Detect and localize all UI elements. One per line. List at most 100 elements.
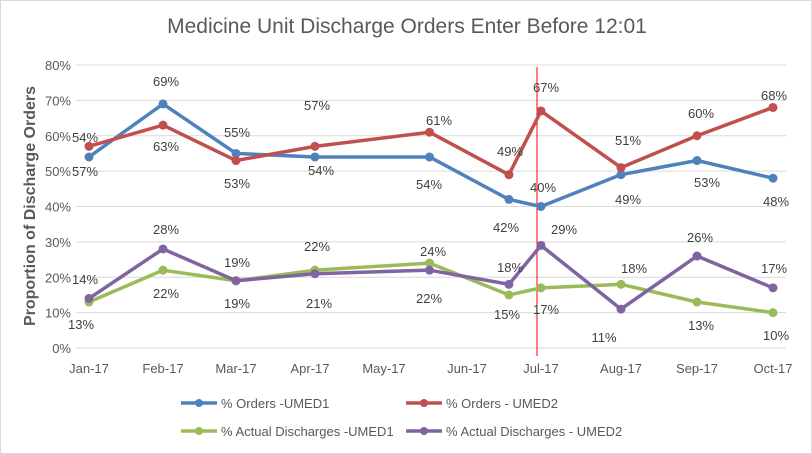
- x-tick-label: Jul-17: [523, 361, 558, 376]
- data-point: [616, 279, 626, 289]
- data-label: 22%: [416, 291, 442, 306]
- data-point: [536, 240, 546, 250]
- data-point: [616, 304, 626, 314]
- data-point: [536, 202, 546, 211]
- data-label: 40%: [530, 180, 556, 195]
- data-label: 18%: [621, 261, 647, 276]
- series-line: [88, 243, 774, 311]
- legend-label: % Orders - UMED2: [446, 396, 558, 411]
- data-label: 26%: [687, 230, 713, 245]
- data-point: [504, 290, 514, 300]
- data-point: [231, 276, 241, 286]
- data-label: 51%: [615, 133, 641, 148]
- legend-marker: [195, 399, 203, 407]
- data-label: 17%: [761, 261, 787, 276]
- data-label: 11%: [591, 330, 616, 345]
- y-tick-label: 10%: [45, 306, 71, 321]
- y-tick-label: 70%: [45, 93, 71, 108]
- y-tick-label: 60%: [45, 129, 71, 144]
- data-point: [425, 152, 435, 162]
- x-tick-label: Apr-17: [290, 361, 329, 376]
- data-label: 14%: [72, 272, 98, 287]
- legend-item: % Orders - UMED2: [406, 396, 558, 411]
- x-tick-label: Mar-17: [215, 361, 256, 376]
- data-label: 57%: [304, 98, 330, 113]
- y-tick-label: 50%: [45, 164, 71, 179]
- data-label: 24%: [420, 244, 446, 259]
- data-label: 19%: [224, 296, 250, 311]
- data-label: 28%: [153, 222, 179, 237]
- x-tick-label: Aug-17: [600, 361, 642, 376]
- data-point: [536, 283, 546, 293]
- data-point: [692, 156, 702, 166]
- x-tick-label: Jan-17: [69, 361, 109, 376]
- data-point: [425, 265, 435, 275]
- data-point: [692, 131, 702, 141]
- data-label: 68%: [761, 88, 787, 103]
- data-point: [310, 152, 320, 162]
- data-label: 53%: [224, 176, 250, 191]
- data-label: 10%: [763, 328, 789, 343]
- y-tick-label: 40%: [45, 200, 71, 215]
- x-tick-label: May-17: [362, 361, 405, 376]
- data-label: 53%: [694, 175, 720, 190]
- y-tick-label: 80%: [45, 58, 71, 73]
- data-label: 49%: [497, 144, 523, 159]
- y-tick-label: 20%: [45, 270, 71, 285]
- data-point: [692, 297, 702, 307]
- data-point: [768, 308, 778, 318]
- data-point: [84, 141, 94, 151]
- y-tick-label: 30%: [45, 235, 71, 250]
- data-label: 15%: [494, 307, 520, 322]
- series-1: 54% 69% 55% 54% 54% 42% 40% 49% 53% 48%: [72, 74, 789, 235]
- data-point: [504, 279, 514, 289]
- data-label: 13%: [688, 318, 714, 333]
- data-label: 57%: [72, 164, 98, 179]
- x-tick-label: Jun-17: [447, 361, 487, 376]
- x-tick-label: Feb-17: [142, 361, 183, 376]
- data-label: 18%: [497, 260, 523, 275]
- legend-label: % Actual Discharges - UMED2: [446, 424, 622, 439]
- data-point: [231, 148, 241, 158]
- data-point: [504, 170, 514, 180]
- data-point: [616, 170, 626, 180]
- data-label: 54%: [416, 177, 442, 192]
- data-label: 54%: [72, 130, 98, 145]
- data-point: [768, 283, 778, 293]
- data-label: 13%: [68, 317, 94, 332]
- data-point: [425, 127, 435, 137]
- series-4: 14% 28% 19% 21% 22% 18% 29% 11% 26% 17%: [72, 222, 787, 345]
- data-label: 22%: [304, 239, 330, 254]
- data-label: 61%: [426, 113, 452, 128]
- y-tick-label: 0%: [52, 341, 71, 356]
- data-point: [504, 194, 514, 204]
- data-label: 17%: [533, 302, 559, 317]
- data-point: [158, 120, 168, 130]
- data-point: [158, 99, 168, 109]
- data-point: [84, 293, 94, 303]
- legend-item: % Actual Discharges - UMED2: [406, 424, 622, 439]
- data-label: 22%: [153, 286, 179, 301]
- data-point: [231, 156, 241, 166]
- legend-item: % Actual Discharges -UMED1: [181, 424, 394, 439]
- data-label: 55%: [224, 125, 250, 140]
- x-tick-label: Oct-17: [753, 361, 792, 376]
- data-point: [158, 265, 168, 275]
- series-2: 57% 63% 53% 57% 61% 49% 67% 51% 60% 68%: [72, 80, 787, 191]
- data-label: 60%: [688, 106, 714, 121]
- legend-marker: [420, 399, 428, 407]
- legend-label: % Orders -UMED1: [221, 396, 329, 411]
- data-label: 21%: [306, 296, 332, 311]
- data-label: 54%: [308, 163, 334, 178]
- legend-item: % Orders -UMED1: [181, 396, 329, 411]
- data-label: 29%: [551, 222, 577, 237]
- data-label: 67%: [533, 80, 559, 95]
- x-tick-label: Sep-17: [676, 361, 718, 376]
- data-point: [616, 163, 626, 173]
- data-label: 48%: [763, 194, 789, 209]
- data-label: 63%: [153, 139, 179, 154]
- data-point: [310, 269, 320, 279]
- data-point: [536, 106, 546, 116]
